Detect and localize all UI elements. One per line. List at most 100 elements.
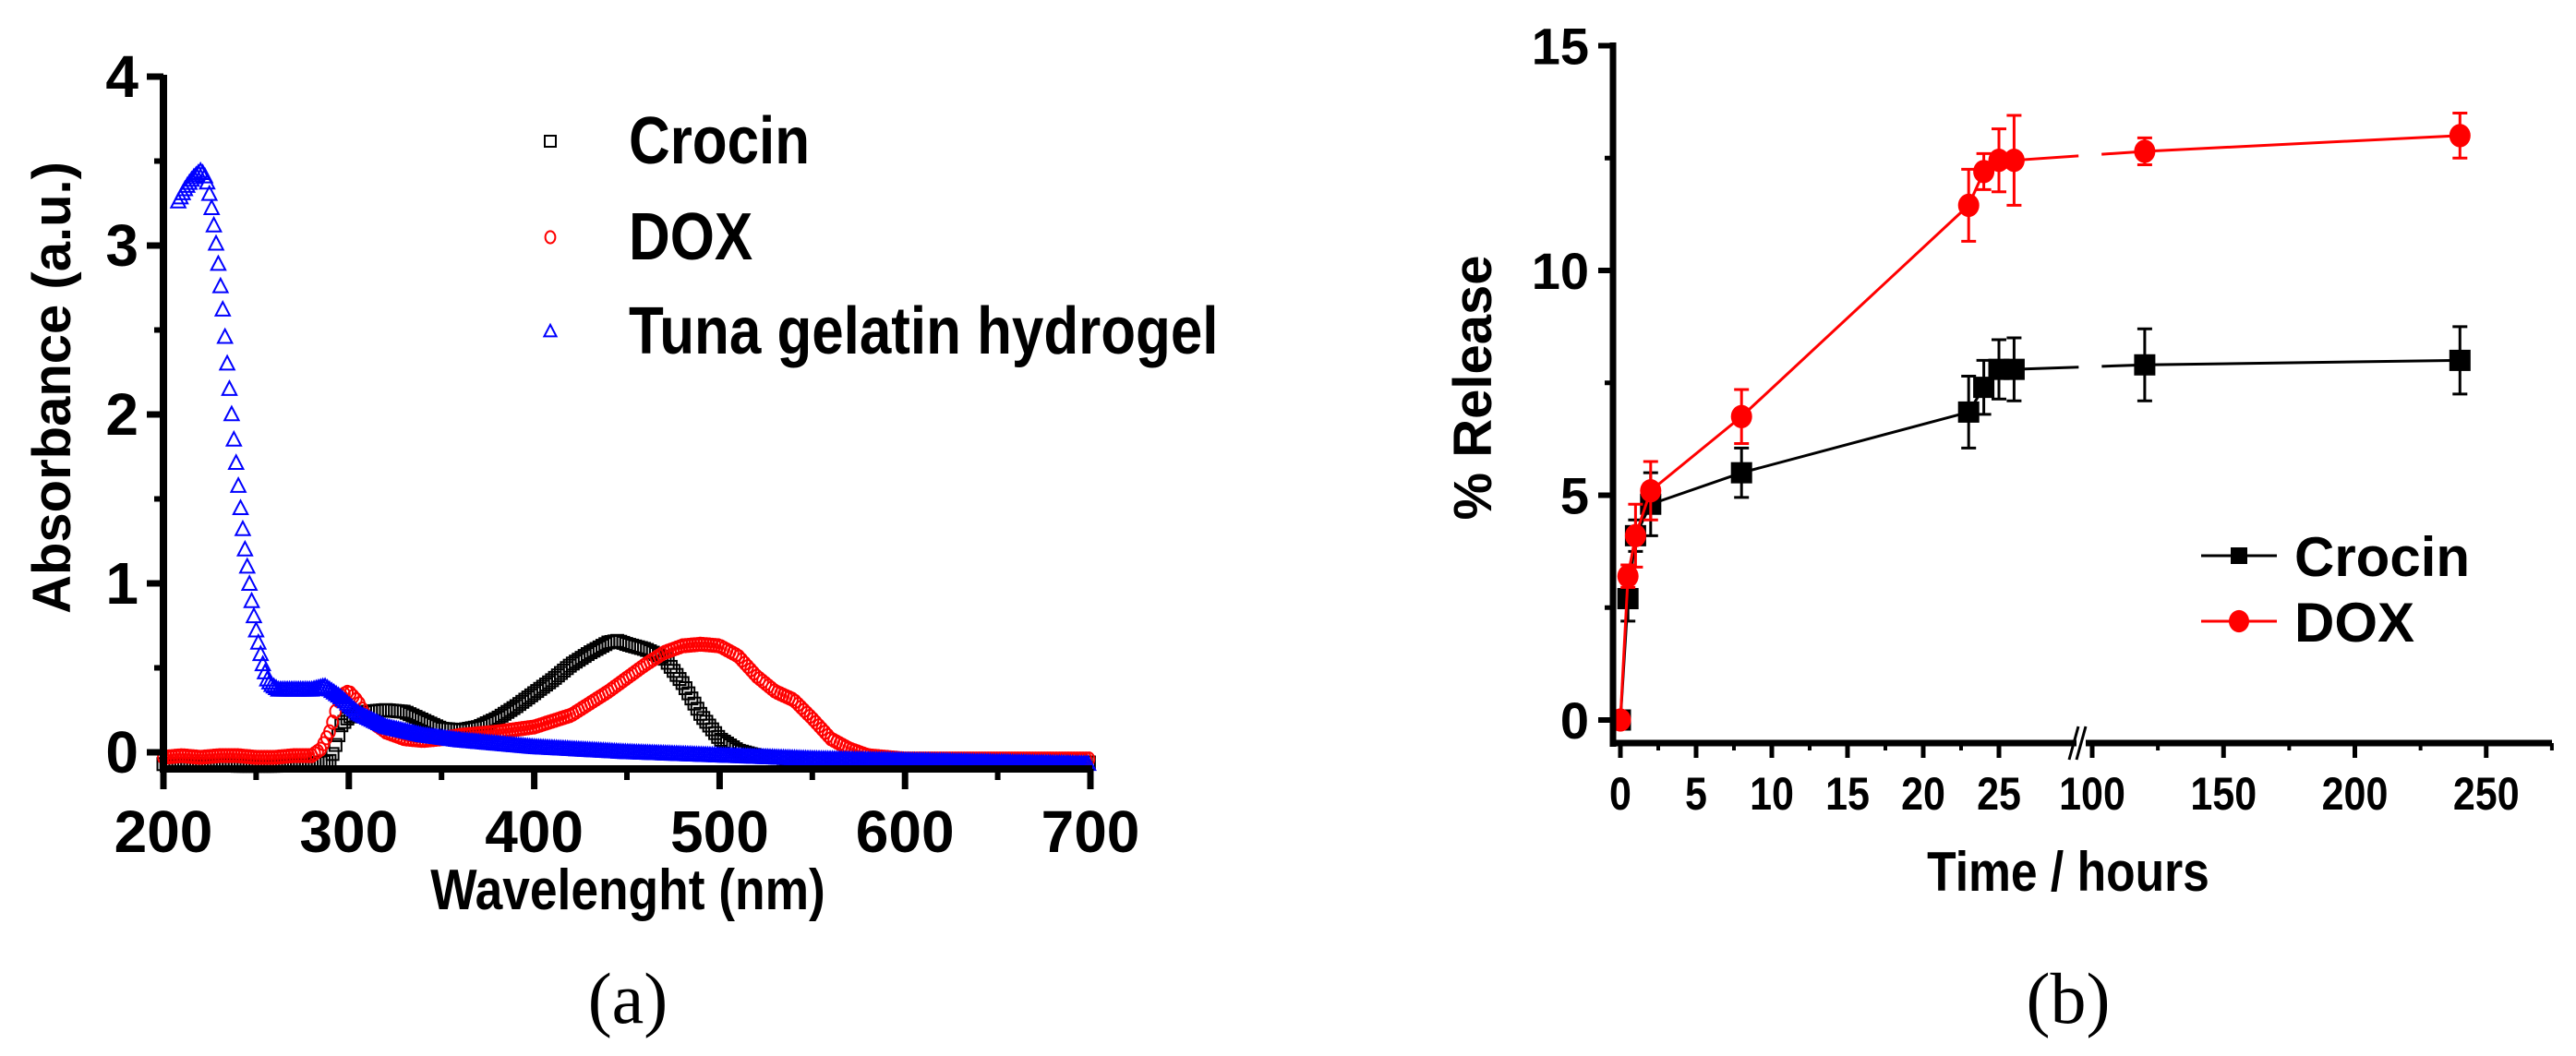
data-point	[2003, 149, 2025, 173]
data-point	[210, 254, 227, 271]
legend-label: Crocin	[629, 104, 810, 178]
data-point	[232, 498, 249, 516]
data-point	[213, 299, 232, 317]
data-point	[238, 557, 257, 574]
release-x-axis-label: Time / hours	[1927, 840, 2209, 903]
data-point	[1973, 377, 1995, 399]
panel-label-b: (b)	[2027, 958, 2111, 1038]
legend-item-dox: DOX	[544, 200, 752, 274]
data-point	[325, 747, 340, 762]
data-point	[316, 677, 334, 694]
legend-label: DOX	[2294, 592, 2414, 654]
data-point	[320, 679, 339, 697]
data-point	[349, 703, 367, 721]
data-point	[240, 574, 259, 592]
axis-break-slash	[2067, 726, 2080, 761]
data-point	[1730, 404, 1752, 428]
connector-line	[2144, 358, 2461, 366]
x-tick-label: 700	[1041, 798, 1140, 865]
y-tick-label: 1	[105, 550, 138, 617]
connector-line	[1740, 410, 1969, 474]
x-tick-label: 300	[299, 798, 398, 865]
x-tick-label: 10	[1750, 768, 1794, 820]
absorbance-data-series	[156, 161, 1097, 774]
y-tick-label: 5	[1560, 467, 1589, 525]
x-tick-label: 100	[2059, 768, 2125, 820]
x-tick-label: 0	[1609, 768, 1631, 820]
y-tick-label: 3	[105, 212, 138, 279]
x-tick-label: 25	[1977, 768, 2021, 820]
data-point	[326, 714, 339, 730]
axis-break-slash	[2075, 726, 2088, 761]
data-point	[1957, 193, 1980, 218]
data-point	[323, 724, 336, 739]
data-point	[1617, 564, 1639, 588]
legend-label: Tuna gelatin hydrogel	[629, 294, 1219, 368]
data-point	[234, 519, 252, 536]
panel-label-a: (a)	[588, 958, 668, 1038]
data-point	[325, 682, 343, 700]
absorbance-y-axis-label: Absorbance (a.u.)	[22, 162, 82, 614]
data-point	[199, 173, 216, 190]
data-point	[367, 712, 385, 729]
legend-item-dox: DOX	[2201, 592, 2414, 654]
data-point	[319, 678, 336, 695]
data-point	[354, 705, 372, 723]
data-point	[205, 215, 223, 233]
data-point	[371, 714, 390, 732]
x-tick-label: 500	[670, 798, 769, 865]
y-tick-label: 15	[1532, 18, 1589, 76]
connector-line	[1650, 471, 1742, 506]
data-point	[2134, 354, 2156, 376]
data-point	[322, 681, 341, 699]
data-point	[247, 620, 265, 638]
release-y-axis-label: % Release	[1443, 256, 1503, 521]
data-point	[256, 663, 274, 679]
y-tick-label: 2	[105, 381, 138, 448]
data-point	[363, 710, 381, 727]
legend-label: DOX	[629, 200, 752, 274]
legend-item-crocin: Crocin	[2201, 526, 2470, 588]
data-point	[352, 704, 370, 722]
data-point	[369, 714, 388, 730]
data-point	[243, 591, 260, 608]
absorbance-tick-labels: 0 1 2 3 4 200 300 400 500 600 700	[105, 43, 1139, 865]
legend-item-crocin: Crocin	[544, 104, 810, 178]
connector-line	[2144, 134, 2461, 153]
data-point	[249, 632, 268, 650]
x-tick-label: 250	[2453, 768, 2520, 820]
data-point	[2134, 139, 2156, 163]
connector-line	[1649, 415, 1743, 492]
data-point	[265, 677, 283, 694]
data-point	[1973, 160, 1995, 184]
connector-line	[1740, 204, 1970, 418]
legend-item-tuna-gelatin-hydrogel: Tuna gelatin hydrogel	[542, 294, 1219, 368]
data-point	[358, 708, 377, 726]
x-tick-label: 200	[114, 798, 213, 865]
connector-line	[2014, 150, 2146, 162]
absorbance-axes	[147, 73, 1094, 789]
data-point	[356, 707, 374, 724]
circle-marker-icon	[2229, 609, 2249, 633]
data-point	[365, 711, 383, 728]
data-point	[1730, 462, 1752, 484]
triangle-marker-icon	[542, 322, 559, 338]
data-point	[2449, 124, 2471, 148]
data-point	[202, 198, 221, 216]
legend-label: Crocin	[2294, 526, 2470, 588]
release-axes	[1598, 42, 2554, 761]
data-point	[1957, 401, 1980, 423]
data-point	[227, 453, 246, 471]
data-point	[347, 702, 366, 719]
y-tick-label: 4	[105, 43, 138, 110]
data-point	[1624, 523, 1646, 547]
data-point	[187, 165, 205, 183]
data-point	[207, 234, 225, 251]
data-point	[211, 276, 230, 294]
circle-marker-icon	[544, 230, 557, 245]
square-marker-icon	[544, 135, 557, 148]
